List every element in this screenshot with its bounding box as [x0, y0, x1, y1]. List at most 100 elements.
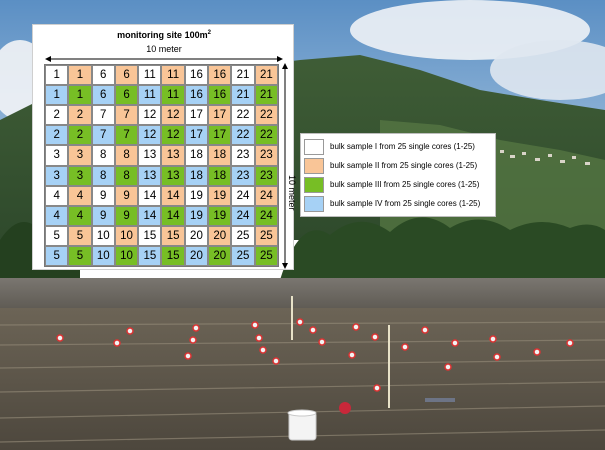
grid-cell: 9: [91, 205, 115, 226]
legend-label: bulk sample II from 25 single cores (1-2…: [330, 161, 478, 170]
grid-cell: 1: [45, 65, 69, 86]
grid-cell: 22: [231, 125, 255, 146]
legend-swatch: [304, 176, 324, 193]
grid-cell: 12: [138, 125, 162, 146]
grid-cell: 8: [91, 165, 115, 186]
grid-cell: 16: [208, 65, 232, 86]
grid-cell: 19: [208, 185, 232, 206]
grid-cell: 11: [138, 65, 162, 86]
grid-cell: 6: [91, 85, 115, 106]
grid-cell: 10: [114, 225, 139, 246]
grid-cell: 13: [161, 165, 185, 186]
grid-cell: 2: [68, 125, 92, 146]
diagram-title-superscript: 2: [207, 30, 211, 36]
grid-cell: 7: [91, 105, 115, 126]
grid-cell: 5: [45, 245, 69, 266]
grid-cell: 3: [68, 145, 92, 166]
grid-cell: 9: [114, 205, 139, 226]
grid-cell: 22: [254, 105, 278, 126]
grid-cell: 21: [254, 85, 278, 106]
grid-cell: 19: [208, 205, 232, 226]
white-bucket-rim: [287, 409, 317, 417]
width-dimension-label: 10 meter: [146, 44, 182, 54]
grid-cell: 18: [184, 165, 209, 186]
grid-cell: 18: [184, 145, 209, 166]
legend-item: bulk sample I from 25 single cores (1-25…: [304, 137, 492, 156]
grid-cell: 7: [114, 125, 139, 146]
legend-item: bulk sample III from 25 single cores (1-…: [304, 175, 492, 194]
grid-cell: 21: [254, 65, 278, 86]
cloud: [490, 40, 605, 100]
grid-cell: 17: [208, 105, 232, 126]
grid-cell: 4: [68, 205, 92, 226]
grid-cell: 5: [68, 245, 92, 266]
grid-cell: 20: [208, 245, 232, 266]
legend-label: bulk sample IV from 25 single cores (1-2…: [330, 199, 481, 208]
grid-cell: 4: [45, 185, 69, 206]
grid-cell: 25: [231, 245, 255, 266]
grid-cell: 11: [138, 85, 162, 106]
grid-cell: 5: [45, 225, 69, 246]
legend-swatch: [304, 195, 324, 212]
grid-cell: 3: [45, 165, 69, 186]
grid-cell: 6: [114, 85, 139, 106]
grid-cell: 15: [138, 245, 162, 266]
grid-cell: 14: [161, 205, 185, 226]
grid-cell: 8: [91, 145, 115, 166]
grid-cell: 18: [208, 165, 232, 186]
grid-cell: 19: [184, 185, 209, 206]
grid-cell: 13: [138, 165, 162, 186]
monitoring-site-diagram: monitoring site 100m2 10 meter 10 meter …: [32, 24, 297, 270]
grid-cell: 23: [231, 145, 255, 166]
red-marker: [339, 402, 351, 414]
grid-cell: 1: [68, 85, 92, 106]
legend-label: bulk sample I from 25 single cores (1-25…: [330, 142, 475, 151]
grid-cell: 1: [68, 65, 92, 86]
grid-cell: 14: [161, 185, 185, 206]
grid-cell: 19: [184, 205, 209, 226]
grid-cell: 11: [161, 85, 185, 106]
grid-cell: 9: [114, 185, 139, 206]
grid-cell: 18: [208, 145, 232, 166]
grid-cell: 10: [91, 245, 115, 266]
grid-cell: 12: [138, 105, 162, 126]
grid-cell: 2: [68, 105, 92, 126]
grid-cell: 10: [91, 225, 115, 246]
grid-cell: 21: [231, 85, 255, 106]
grid-cell: 3: [45, 145, 69, 166]
grid-cell: 1: [45, 85, 69, 106]
grid-cell: 25: [231, 225, 255, 246]
grid-cell: 17: [208, 125, 232, 146]
height-dimension-arrow: [282, 63, 288, 269]
grid-cell: 14: [138, 205, 162, 226]
width-dimension-arrow: [45, 56, 283, 62]
legend-swatch: [304, 138, 324, 155]
grid-cell: 8: [114, 165, 139, 186]
grid-cell: 5: [68, 225, 92, 246]
grid-cell: 25: [254, 245, 278, 266]
legend-label: bulk sample III from 25 single cores (1-…: [330, 180, 480, 189]
grid-cell: 23: [231, 165, 255, 186]
grid-cell: 16: [184, 65, 209, 86]
grid-cell: 22: [231, 105, 255, 126]
grid-cell: 21: [231, 65, 255, 86]
grid-cell: 2: [45, 125, 69, 146]
grid-cell: 12: [161, 125, 185, 146]
grid-cell: 24: [231, 185, 255, 206]
grid-cell: 12: [161, 105, 185, 126]
sample-flags: [56, 318, 574, 392]
height-dimension-label: 10 meter: [287, 175, 297, 211]
grid-cell: 3: [68, 165, 92, 186]
grid-cell: 15: [138, 225, 162, 246]
sampling-grid: 1 1 6 6 11 11 16 16 21 21 1 1 6 6 11 11 16 16 21 21 2 2 7 7 12 12…: [44, 64, 279, 267]
grid-cell: 15: [161, 245, 185, 266]
grid-cell: 2: [45, 105, 69, 126]
grid-cell: 15: [161, 225, 185, 246]
legend-item: bulk sample IV from 25 single cores (1-2…: [304, 194, 492, 213]
grid-cell: 6: [91, 65, 115, 86]
grid-cell: 7: [91, 125, 115, 146]
field-far: [0, 278, 605, 310]
grid-cell: 24: [254, 185, 278, 206]
grid-cell: 14: [138, 185, 162, 206]
grid-cell: 23: [254, 145, 278, 166]
